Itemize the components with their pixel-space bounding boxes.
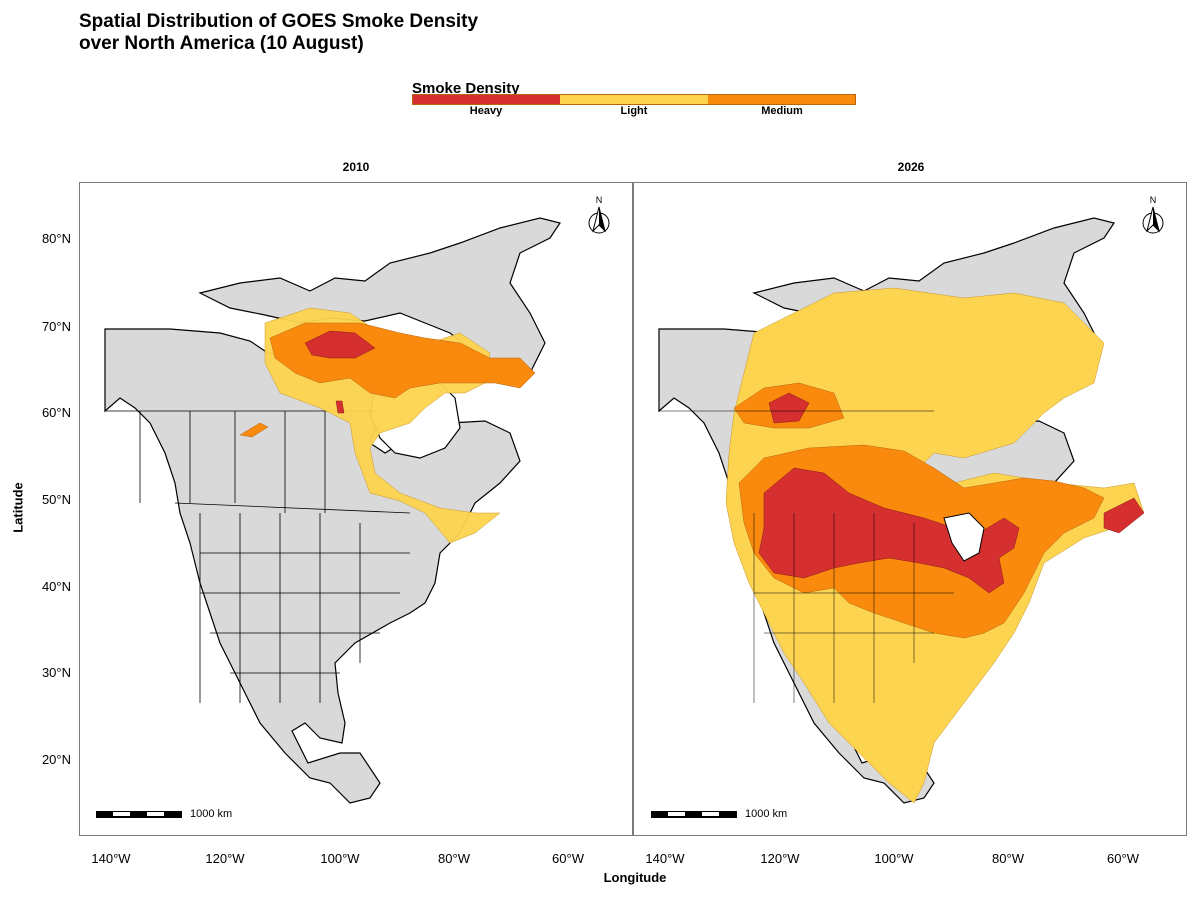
legend-label-heavy: Heavy (469, 105, 503, 117)
y-tick-30: 30°N (41, 665, 71, 680)
x-tick-140-right: 140°W (645, 851, 685, 866)
smoke-heavy-north (768, 392, 810, 424)
great-lakes (943, 512, 985, 562)
x-tick-80-right: 80°W (992, 851, 1024, 866)
smoke-medium-patch (239, 422, 269, 438)
y-tick-80: 80°N (41, 231, 71, 246)
map-panel-2010 (79, 182, 633, 836)
map-2010-svg (104, 217, 561, 804)
x-tick-60-right: 60°W (1107, 851, 1139, 866)
map-title: Spatial Distribution of GOES Smoke Densi… (79, 11, 599, 55)
facet-label-2026: 2026 (897, 160, 925, 174)
smoke-density-legend: Smoke Density Heavy Light Medium (412, 80, 856, 120)
north-arrow-icon: N (1141, 195, 1165, 237)
y-tick-70: 70°N (41, 319, 71, 334)
smoke-heavy-east (1103, 497, 1145, 534)
map-2026-svg (658, 217, 1145, 804)
smoke-heavy-patch (335, 400, 345, 414)
legend-title: Smoke Density (412, 80, 520, 97)
map-panel-2026 (633, 182, 1187, 836)
y-tick-20: 20°N (41, 752, 71, 767)
y-tick-50: 50°N (41, 492, 71, 507)
legend-label-medium: Medium (761, 105, 803, 117)
north-arrow-icon: N (587, 195, 611, 237)
legend-swatch-light (560, 95, 708, 104)
title-line-2: over North America (10 August) (79, 33, 364, 54)
north-arrow-label: N (1149, 195, 1157, 205)
y-tick-60: 60°N (41, 405, 71, 420)
title-line-1: Spatial Distribution of GOES Smoke Densi… (79, 11, 479, 32)
x-tick-100-right: 100°W (874, 851, 914, 866)
x-tick-120-right: 120°W (760, 851, 800, 866)
x-tick-140-left: 140°W (91, 851, 131, 866)
x-axis-title: Longitude (603, 870, 667, 885)
legend-label-light: Light (620, 105, 648, 117)
x-tick-100-left: 100°W (320, 851, 360, 866)
smoke-heavy-north (304, 330, 376, 359)
admin-boundaries (105, 410, 411, 703)
legend-color-bar (412, 94, 856, 105)
x-tick-80-left: 80°W (438, 851, 470, 866)
smoke-heavy-main (758, 467, 1020, 594)
facet-label-2010: 2010 (342, 160, 370, 174)
y-axis-title: Latitude (10, 482, 26, 533)
legend-swatch-heavy (413, 95, 561, 104)
y-tick-40: 40°N (41, 579, 71, 594)
scale-bar-label: 1000 km (190, 808, 233, 820)
admin-boundaries (659, 410, 954, 703)
x-tick-60-left: 60°W (552, 851, 584, 866)
legend-swatch-medium (707, 95, 855, 104)
x-tick-120-left: 120°W (205, 851, 245, 866)
scale-bar (96, 811, 182, 818)
north-arrow-label: N (595, 195, 603, 205)
scale-bar-label: 1000 km (745, 808, 788, 820)
scale-bar (651, 811, 737, 818)
